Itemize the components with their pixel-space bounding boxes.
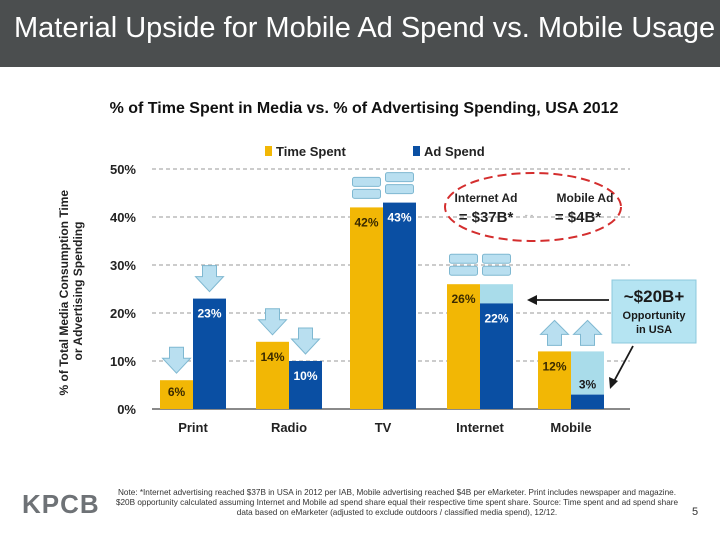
trend-indicator-flat <box>352 176 381 199</box>
data-label-ad-spend: 43% <box>387 211 411 225</box>
opportunity-gap-bar <box>480 284 513 304</box>
opportunity-line-1: Opportunity <box>623 310 687 322</box>
trend-indicator-up <box>572 319 603 346</box>
bar-ad-spend <box>289 361 322 409</box>
legend-swatch-time-spent <box>265 146 272 156</box>
y-axis-label: % of Total Media Consumption Time or Adv… <box>57 187 85 396</box>
bar-ad-spend <box>193 298 226 409</box>
y-axis-label-line-2: or Advertising Spending <box>71 222 85 361</box>
y-tick-label: 20% <box>110 306 136 321</box>
callout-arrow-mobile <box>611 345 634 386</box>
legend: Time Spent Ad Spend <box>265 144 485 159</box>
bar-time-spent <box>160 380 193 409</box>
data-label-ad-spend: 23% <box>197 307 221 321</box>
trend-indicators <box>161 172 603 374</box>
bar-time-spent <box>538 351 571 409</box>
ad-spend-annotation: Internet Ad = $37B* - - Mobile Ad = $4B* <box>444 172 622 242</box>
x-tick-label: Radio <box>271 420 307 435</box>
annotation-separator: - - <box>525 210 534 220</box>
trend-indicator-up <box>539 319 570 346</box>
mobile-ad-value: = $4B* <box>555 209 601 226</box>
bar-time-spent <box>256 341 289 409</box>
x-tick-label: TV <box>375 420 392 435</box>
x-tick-label: Internet <box>456 420 504 435</box>
opportunity-line-2: in USA <box>636 324 672 336</box>
y-tick-label: 30% <box>110 258 136 273</box>
data-label-time-spent: 42% <box>354 215 378 229</box>
data-label-ad-spend: 22% <box>484 311 508 325</box>
bar-time-spent <box>447 284 480 409</box>
opportunity-callout-box <box>611 279 697 344</box>
chart: % of Time Spent in Media vs. % of Advert… <box>57 100 697 435</box>
internet-ad-title: Internet Ad <box>455 191 518 205</box>
callout-arrowhead-mobile <box>609 377 618 389</box>
slide-title: Material Upside for Mobile Ad Spend vs. … <box>14 12 716 44</box>
data-label-time-spent: 14% <box>260 350 284 364</box>
x-tick-label: Print <box>178 420 208 435</box>
trend-indicator-flat <box>449 253 478 276</box>
opportunity-callout: ~$20B+ Opportunity in USA <box>527 279 697 389</box>
internet-ad-value: = $37B* <box>459 209 514 226</box>
data-label-ad-spend: 3% <box>579 378 597 392</box>
opportunity-value: ~$20B+ <box>624 287 685 306</box>
x-axis-ticks: Print Radio TV Internet Mobile <box>178 420 591 435</box>
bars: 6% 23% 14% 10% 42% 43% 26% 22% 12% 3% <box>160 202 604 409</box>
bar-ad-spend <box>571 394 604 409</box>
y-tick-label: 0% <box>117 402 136 417</box>
legend-label-time-spent: Time Spent <box>276 144 347 159</box>
data-label-time-spent: 6% <box>168 385 186 399</box>
data-label-time-spent: 26% <box>451 292 475 306</box>
trend-indicator-flat <box>385 172 414 195</box>
y-tick-label: 10% <box>110 354 136 369</box>
legend-swatch-ad-spend <box>413 146 420 156</box>
slide-header: Material Upside for Mobile Ad Spend vs. … <box>0 0 720 67</box>
bar-ad-spend <box>383 202 416 409</box>
callout-arrowhead-internet <box>527 295 537 305</box>
y-axis-ticks: 0% 10% 20% 30% 40% 50% <box>110 162 136 417</box>
trend-indicator-flat <box>482 253 511 276</box>
kpcb-logo: KPCB <box>22 489 100 519</box>
trend-indicator-down <box>161 346 192 374</box>
y-tick-label: 40% <box>110 210 136 225</box>
x-tick-label: Mobile <box>550 420 591 435</box>
mobile-ad-title: Mobile Ad <box>557 191 614 205</box>
trend-indicator-down <box>257 308 288 336</box>
trend-indicator-down <box>290 327 321 355</box>
opportunity-gap-bar <box>571 351 604 395</box>
bar-time-spent <box>350 207 383 409</box>
data-label-ad-spend: 10% <box>293 369 317 383</box>
ad-spend-ellipse <box>444 172 622 242</box>
legend-label-ad-spend: Ad Spend <box>424 144 485 159</box>
chart-title: % of Time Spent in Media vs. % of Advert… <box>110 100 619 117</box>
trend-indicator-down <box>194 265 225 293</box>
footnote: Note: *Internet advertising reached $37B… <box>115 488 679 517</box>
y-axis-label-line-1: % of Total Media Consumption Time <box>57 190 71 396</box>
data-label-time-spent: 12% <box>542 359 566 373</box>
bar-ad-spend <box>480 303 513 409</box>
page-number: 5 <box>692 506 699 518</box>
y-tick-label: 50% <box>110 162 136 177</box>
